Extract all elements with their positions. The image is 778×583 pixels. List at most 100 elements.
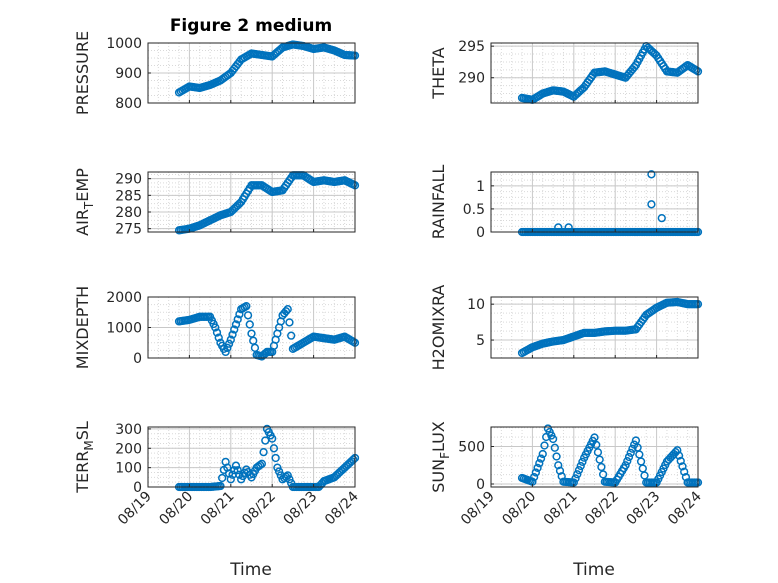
data-point — [226, 335, 235, 344]
data-point — [245, 320, 254, 329]
data-point — [269, 444, 279, 453]
y-axis-label: THETA — [429, 47, 448, 99]
data-point — [647, 200, 656, 209]
y-tick-label: 0 — [133, 351, 142, 367]
data-point — [555, 466, 565, 475]
data-point — [285, 475, 294, 484]
grid — [490, 172, 699, 233]
x-tick-label: 08/21 — [198, 489, 238, 529]
data-point — [226, 475, 235, 484]
y-tick-label: 500 — [458, 440, 485, 456]
x-axis-label-left: Time — [229, 560, 272, 580]
y-axis-label: H2OMIXRA — [429, 285, 448, 371]
data-point — [624, 452, 634, 462]
data-point — [623, 456, 632, 466]
subplot-theta: 290 295 THETA — [429, 39, 703, 104]
data-point — [595, 455, 604, 464]
data-series — [174, 424, 360, 492]
y-tick-label: 0 — [476, 477, 485, 493]
y-axis-label: MIXDEPTH — [73, 286, 92, 369]
x-tick-label: 08/23 — [624, 489, 664, 529]
data-point — [535, 459, 544, 468]
data-point — [564, 223, 573, 232]
data-point — [592, 440, 601, 450]
subplot-rainfall: 0 0.5 1 RAINFALL — [429, 165, 703, 241]
x-tick-label: 08/24 — [322, 488, 362, 528]
data-series — [517, 297, 703, 358]
data-point — [242, 302, 251, 311]
x-tick-label: 08/24 — [665, 488, 705, 528]
y-tick-label: 800 — [115, 96, 142, 112]
data-point — [243, 311, 253, 320]
data-point — [621, 461, 630, 470]
data-point — [673, 446, 682, 455]
data-series — [174, 171, 360, 235]
data-point — [211, 323, 220, 332]
data-series — [174, 302, 360, 361]
data-point — [230, 466, 239, 475]
data-point — [574, 465, 584, 475]
data-point — [255, 460, 265, 470]
axes-box — [490, 171, 699, 233]
data-point — [554, 461, 563, 470]
data-point — [218, 473, 227, 483]
data-point — [224, 339, 234, 348]
data-point — [235, 310, 244, 319]
data-point — [285, 318, 294, 327]
data-point — [626, 448, 635, 458]
data-series — [174, 40, 360, 97]
y-tick-label: 2000 — [106, 290, 142, 306]
x-tick-label: 08/22 — [582, 489, 622, 529]
data-point — [233, 466, 242, 475]
data-series — [517, 424, 703, 487]
data-point — [233, 315, 242, 324]
data-point — [287, 331, 296, 340]
data-point — [283, 471, 292, 480]
y-axis-label: RAINFALL — [429, 165, 448, 240]
data-series — [517, 42, 703, 104]
data-point — [221, 347, 230, 357]
y-axis-label: PRESSURE — [73, 31, 92, 115]
y-tick-label: 290 — [458, 71, 485, 87]
data-point — [676, 456, 685, 466]
y-tick-label: 10 — [467, 297, 485, 313]
subplot-mixdepth: 0 1000 2000 MIXDEPTH — [73, 286, 360, 369]
data-point — [552, 452, 561, 461]
data-point — [214, 333, 223, 342]
axes-box — [490, 42, 699, 104]
x-tick-label: 08/22 — [239, 489, 279, 529]
y-tick-label: 100 — [115, 461, 142, 477]
data-point — [349, 455, 358, 464]
y-tick-label: 280 — [115, 205, 142, 221]
y-tick-label: 1000 — [106, 36, 142, 52]
x-axis-label-right: Time — [572, 560, 615, 580]
axes-box — [147, 426, 356, 488]
data-point — [250, 343, 260, 352]
data-point — [231, 320, 241, 329]
data-point — [593, 448, 603, 457]
data-point — [268, 434, 277, 443]
data-point — [638, 464, 647, 473]
data-point — [228, 330, 237, 339]
y-axis-label: SUNFLUX — [429, 421, 452, 493]
data-point — [273, 463, 282, 472]
data-series — [517, 170, 703, 237]
y-tick-label: 200 — [115, 441, 142, 457]
data-point — [223, 343, 232, 352]
x-tick-label: 08/21 — [541, 489, 581, 529]
subplot-sun: 0 500 SUNFLUX 08/19 08/20 08/21 08/22 08/23 08/2… — [429, 421, 705, 528]
data-point — [576, 461, 585, 471]
data-point — [533, 463, 542, 473]
data-point — [548, 434, 558, 444]
y-tick-label: 5 — [476, 333, 485, 349]
axes-box — [490, 426, 699, 488]
y-tick-label: 1000 — [106, 321, 142, 337]
axes-box — [490, 296, 699, 359]
y-tick-label: 285 — [115, 188, 142, 204]
data-point — [540, 441, 549, 450]
y-tick-label: 1 — [476, 179, 485, 195]
data-point — [598, 470, 608, 479]
y-axis-label: TERRMSL — [73, 421, 96, 494]
